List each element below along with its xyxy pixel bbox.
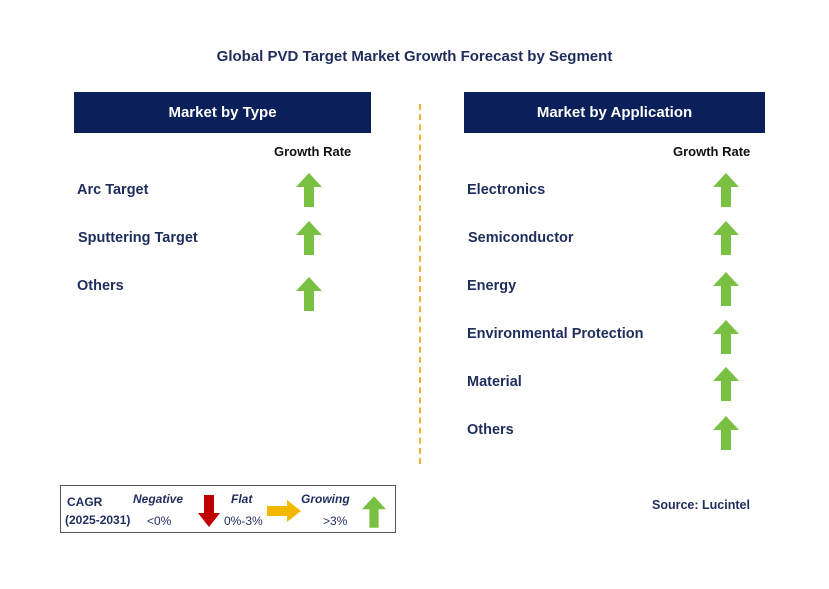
application-item-others: Others	[467, 422, 514, 438]
growing-arrow-icon	[296, 173, 322, 207]
application-item-electronics: Electronics	[467, 182, 546, 198]
growing-arrow-icon	[713, 320, 739, 354]
type-item-others: Others	[77, 278, 124, 294]
legend-flat-label: Flat	[231, 492, 253, 506]
legend-growing-range: >3%	[323, 514, 348, 528]
chart-title: Global PVD Target Market Growth Forecast…	[216, 48, 613, 65]
growth-rate-label-application: Growth Rate	[673, 144, 751, 159]
growing-arrow-icon	[296, 277, 322, 311]
source-note: Source: Lucintel	[652, 498, 750, 512]
growing-arrow-icon	[713, 272, 739, 306]
growing-arrow-icon	[362, 496, 386, 528]
legend-negative-range: <0%	[147, 514, 172, 528]
flat-arrow-icon	[267, 500, 301, 522]
growing-arrow-icon	[713, 367, 739, 401]
application-item-environmental-protection: Environmental Protection	[467, 326, 644, 342]
application-item-energy: Energy	[467, 278, 517, 294]
type-item-sputtering-target: Sputtering Target	[78, 230, 198, 246]
legend-period: (2025-2031)	[65, 513, 131, 527]
legend-cagr-label: CAGR	[67, 495, 103, 509]
growing-arrow-icon	[296, 221, 322, 255]
negative-arrow-icon	[198, 495, 220, 527]
growing-arrow-icon	[713, 416, 739, 450]
legend-negative-label: Negative	[133, 492, 184, 506]
application-item-semiconductor: Semiconductor	[468, 230, 574, 246]
growing-arrow-icon	[713, 173, 739, 207]
application-item-material: Material	[467, 374, 522, 390]
growth-rate-label-type: Growth Rate	[274, 144, 352, 159]
panel-divider	[419, 104, 421, 464]
growing-arrow-icon	[713, 221, 739, 255]
cagr-legend: CAGR (2025-2031) Negative <0% Flat 0%-3%…	[60, 485, 396, 533]
type-item-arc-target: Arc Target	[77, 182, 149, 198]
legend-flat-range: 0%-3%	[224, 514, 263, 528]
market-by-type-header: Market by Type	[74, 92, 371, 133]
market-by-application-header: Market by Application	[464, 92, 765, 133]
legend-growing-label: Growing	[301, 492, 350, 506]
